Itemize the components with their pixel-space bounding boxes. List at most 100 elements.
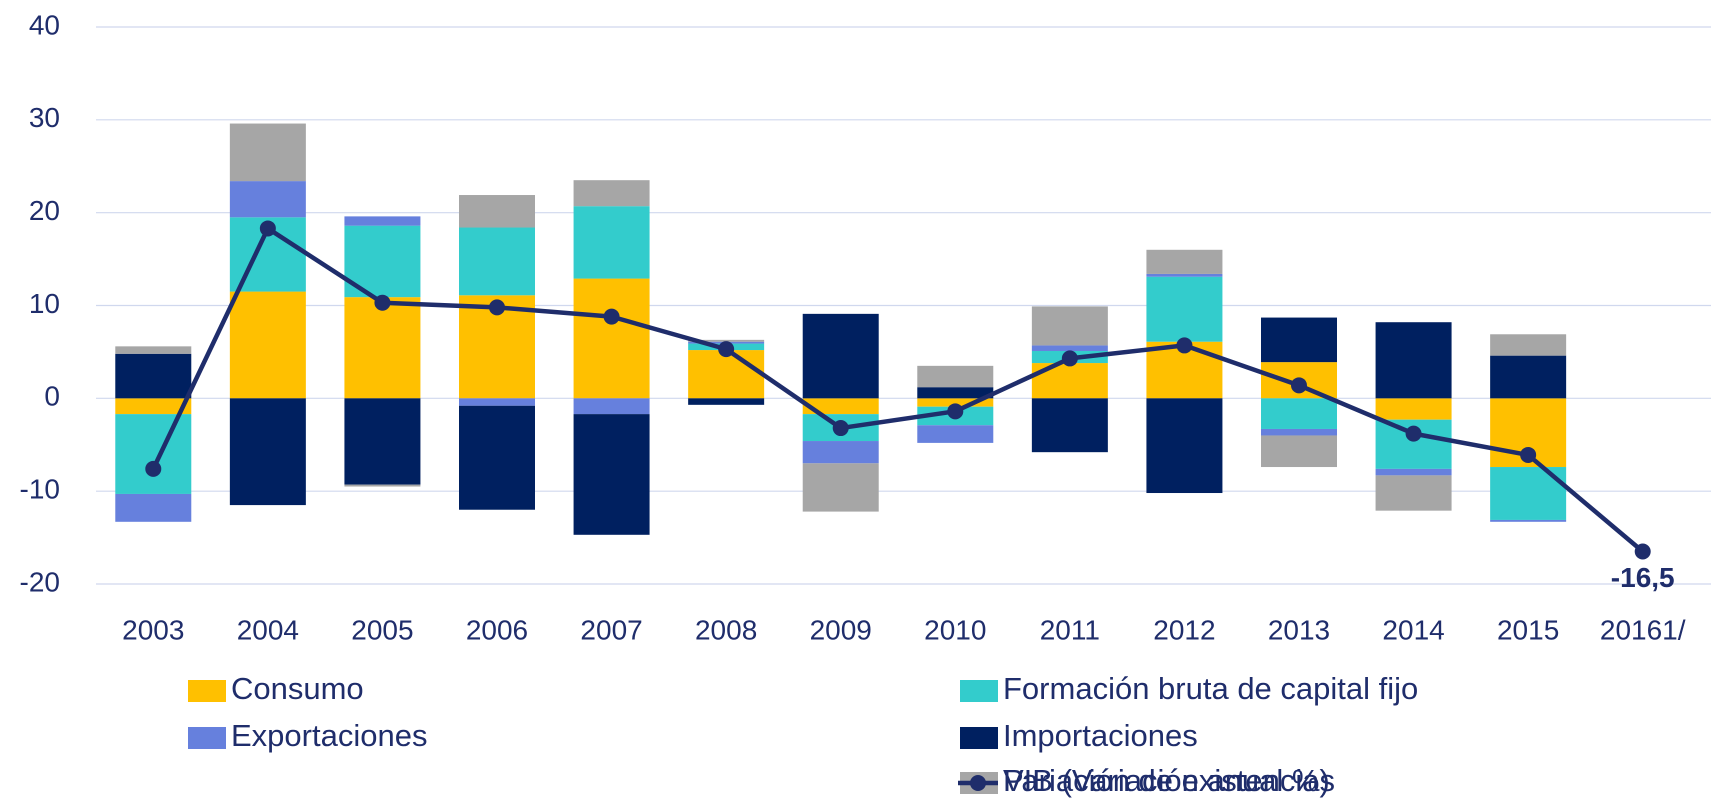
bar-segment <box>459 227 535 296</box>
bar-segment <box>1375 322 1452 399</box>
bar-segment <box>115 493 192 522</box>
bar-segment <box>802 441 879 464</box>
legend-marker <box>970 775 986 791</box>
bar-segment <box>688 339 765 342</box>
x-tick-label: 2015 <box>1497 614 1559 645</box>
bar-segment <box>229 291 306 399</box>
legend-swatch <box>960 680 998 702</box>
line-marker <box>145 460 162 477</box>
bar-segment <box>1375 475 1452 511</box>
x-tick-label: 2010 <box>924 614 986 645</box>
bar-segment <box>1031 345 1108 351</box>
bar-segment <box>573 414 650 535</box>
line-marker <box>374 294 391 311</box>
bar-segment <box>229 398 306 506</box>
bar-segment <box>917 425 994 443</box>
bar-segment <box>1146 398 1223 494</box>
bar-segment <box>1490 519 1567 522</box>
x-tick-label: 2007 <box>580 614 642 645</box>
bar-segment <box>802 398 879 415</box>
line-marker <box>1405 425 1422 442</box>
bar-segment <box>917 365 994 388</box>
bar-segment <box>1031 398 1108 453</box>
bar-segment <box>115 353 192 399</box>
legend-label: Importaciones <box>1003 718 1198 753</box>
x-tick-label: 20161/ <box>1600 614 1686 645</box>
line-marker <box>1634 543 1651 560</box>
y-tick-label: 10 <box>29 288 60 319</box>
bar-segment <box>917 387 994 399</box>
bar-segment <box>344 297 421 399</box>
x-tick-label: 2013 <box>1268 614 1330 645</box>
legend-label: Formación bruta de capital fijo <box>1003 671 1418 706</box>
bar-segment <box>1031 306 1108 346</box>
line-marker <box>1061 350 1078 367</box>
bar-segment <box>1146 276 1223 342</box>
bar-segment <box>115 398 192 415</box>
y-tick-label: -10 <box>20 474 60 505</box>
bar-segment <box>1146 273 1223 277</box>
legend-swatch <box>188 727 226 749</box>
line <box>151 226 1645 554</box>
bar-segment <box>344 216 421 226</box>
line-marker <box>832 420 849 437</box>
bar-segment <box>1375 468 1452 476</box>
bar-segment <box>1490 355 1567 399</box>
y-tick-label: 20 <box>29 195 60 226</box>
bar-segment <box>1490 334 1567 356</box>
bar-segment <box>917 398 994 407</box>
bar-segment <box>688 350 765 399</box>
line-marker <box>718 341 735 358</box>
bar-segment <box>115 414 192 494</box>
bar-segment <box>459 398 535 406</box>
x-tick-label: 2012 <box>1153 614 1215 645</box>
line-marker <box>1520 446 1537 463</box>
line-marker <box>603 308 620 325</box>
bar-segment <box>459 405 535 510</box>
legend-swatch <box>960 727 998 749</box>
x-tick-label: 2004 <box>237 614 299 645</box>
bar-segment <box>229 123 306 182</box>
y-tick-label: 40 <box>29 9 60 40</box>
bar-segment <box>459 195 535 228</box>
x-tick-label: 2011 <box>1040 614 1100 645</box>
line-marker <box>259 220 276 237</box>
x-tick-label: 2009 <box>810 614 872 645</box>
x-tick-label: 2014 <box>1382 614 1444 645</box>
bar-segment <box>1261 428 1337 436</box>
legend-label: Consumo <box>231 671 364 706</box>
bar-segment <box>1375 398 1452 420</box>
bar-segment <box>1261 435 1337 468</box>
bar-segment <box>573 278 650 399</box>
legend-label: Exportaciones <box>231 718 427 753</box>
bar-segment <box>115 346 192 354</box>
x-tick-label: 2005 <box>351 614 413 645</box>
bar-segment <box>1261 398 1337 429</box>
bar-segment <box>229 181 306 218</box>
line-marker <box>1291 377 1307 394</box>
x-tick-label: 2003 <box>122 614 184 645</box>
bar-segment <box>1261 317 1337 363</box>
x-tick-label: 2006 <box>466 614 528 645</box>
legend-swatch <box>188 680 226 702</box>
line-marker <box>489 299 505 316</box>
bar-segment <box>1146 249 1223 274</box>
data-label: -16,5 <box>1611 562 1675 593</box>
bar-segment <box>688 398 765 405</box>
bar-segment <box>573 206 650 279</box>
line-marker <box>947 403 964 420</box>
legend-label: PIB (Variación anual %) <box>1003 763 1330 798</box>
line-marker <box>1176 337 1193 354</box>
y-tick-label: -20 <box>20 566 60 597</box>
bar-segment <box>573 398 650 415</box>
bar-segment <box>344 398 421 485</box>
legend-label: Variación de existencias <box>1003 763 1335 798</box>
bar-segment <box>802 313 879 399</box>
bar-segment <box>802 463 879 512</box>
y-tick-label: 0 <box>44 381 60 412</box>
bar-segment <box>573 180 650 207</box>
y-tick-label: 30 <box>29 102 60 133</box>
x-tick-label: 2008 <box>695 614 757 645</box>
bar-segment <box>344 484 421 487</box>
